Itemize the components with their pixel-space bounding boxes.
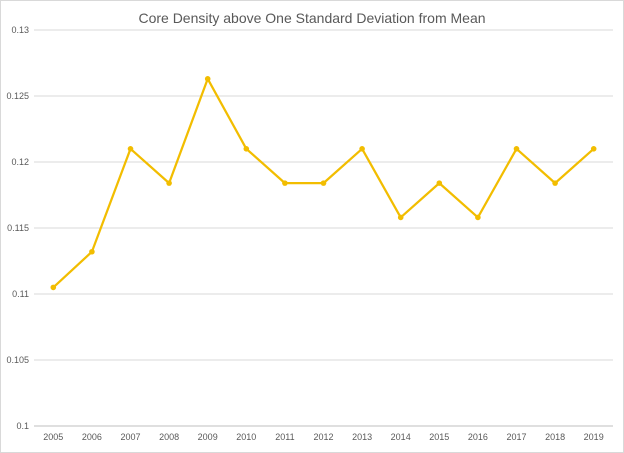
x-tick-label: 2005	[43, 432, 63, 442]
series-layer	[50, 76, 597, 291]
x-tick-label: 2006	[82, 432, 102, 442]
y-tick-label: 0.12	[11, 157, 29, 167]
data-point	[50, 284, 57, 291]
x-tick-label: 2013	[352, 432, 372, 442]
data-point	[552, 180, 558, 186]
y-axis-ticks: 0.1 0.105 0.11 0.115 0.12 0.125 0.13	[6, 25, 29, 431]
data-point	[204, 76, 211, 82]
x-tick-label: 2015	[429, 432, 449, 442]
data-point	[436, 180, 443, 186]
y-tick-label: 0.125	[6, 91, 29, 101]
data-point	[127, 146, 134, 152]
data-point	[513, 146, 520, 152]
x-tick-label: 2012	[313, 432, 333, 442]
y-tick-label: 0.11	[12, 289, 29, 299]
data-point	[243, 146, 250, 152]
data-point	[359, 146, 365, 152]
chart-title: Core Density above One Standard Deviatio…	[138, 10, 485, 26]
x-tick-label: 2017	[506, 432, 526, 442]
y-tick-label: 0.105	[6, 355, 29, 365]
x-axis-ticks: 2005 2006 2007 2008 2009 2010 2011 2012 2013 2014…	[43, 432, 603, 442]
data-point	[475, 214, 481, 221]
x-tick-label: 2016	[468, 432, 488, 442]
x-tick-label: 2011	[275, 432, 294, 442]
data-point	[166, 180, 172, 186]
x-tick-label: 2014	[391, 432, 411, 442]
x-tick-label: 2009	[198, 432, 218, 442]
data-point	[282, 180, 288, 186]
data-point	[397, 214, 404, 221]
x-tick-label: 2018	[545, 432, 565, 442]
data-point	[89, 248, 95, 255]
y-tick-label: 0.115	[7, 223, 29, 233]
x-tick-label: 2007	[120, 432, 140, 442]
x-tick-label: 2008	[159, 432, 179, 442]
gridlines	[34, 29, 613, 427]
data-point	[320, 180, 327, 186]
x-tick-label: 2019	[584, 432, 604, 442]
data-point	[590, 146, 597, 152]
y-tick-label: 0.13	[11, 25, 29, 35]
x-tick-label: 2010	[236, 432, 256, 442]
y-tick-label: 0.1	[16, 421, 29, 431]
